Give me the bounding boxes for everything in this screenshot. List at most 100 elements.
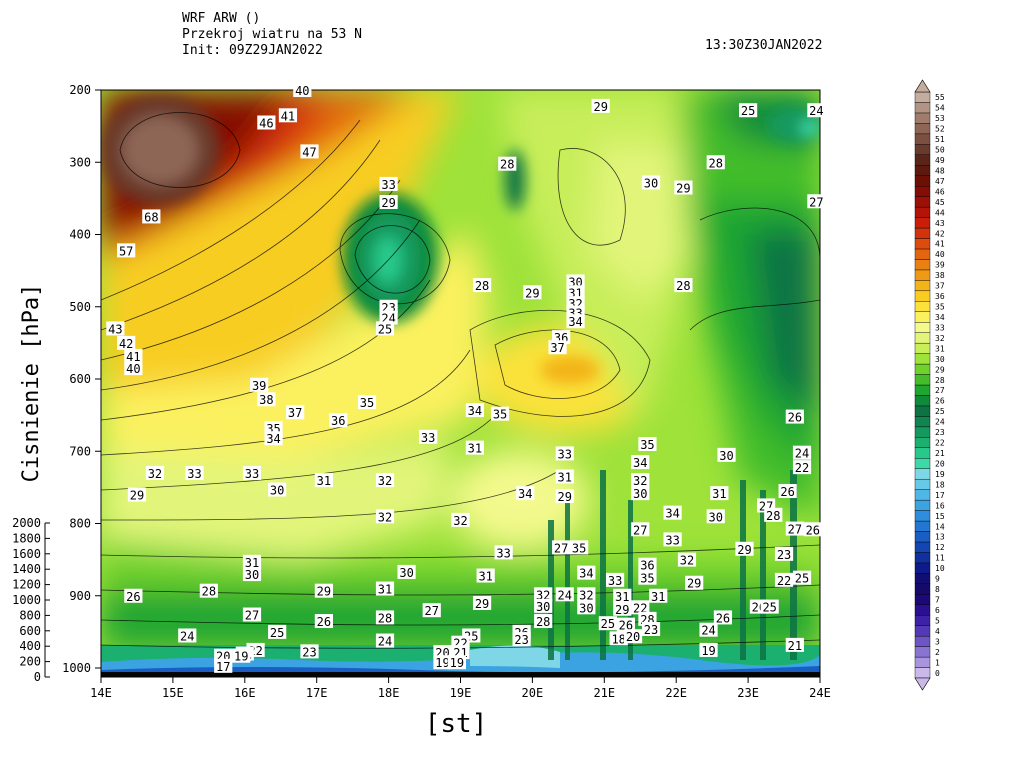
contour-label-box [214, 658, 233, 673]
colorbar-label: 48 [935, 166, 945, 175]
colorbar-swatch [914, 269, 931, 281]
contour-label-box [268, 624, 287, 639]
contour-label: 25 [762, 601, 776, 615]
colorbar-swatch [914, 552, 931, 564]
height-tick-label: 1000 [12, 593, 41, 607]
colorbar-label: 5 [935, 616, 940, 625]
contour-label: 27 [245, 609, 259, 623]
contour-label-box [778, 483, 797, 498]
contour-label: 35 [493, 408, 507, 422]
contour-label-box [117, 243, 136, 258]
valid-time: 13:30Z30JAN2022 [705, 38, 823, 53]
colorbar-swatch [914, 437, 931, 448]
contour-label-box [379, 310, 398, 325]
contour-label: 31 [245, 556, 259, 570]
colorbar-label: 29 [935, 365, 945, 374]
colorbar-label: 9 [935, 575, 940, 584]
contour-label: 29 [475, 597, 489, 611]
contour-label-box [375, 509, 395, 524]
colorbar-swatch [914, 165, 931, 176]
height-tick-label: 1600 [12, 547, 41, 561]
colorbar-label: 44 [935, 208, 945, 217]
contour-label: 42 [119, 337, 133, 351]
contour-label: 32 [378, 474, 392, 488]
contour-label: 26 [716, 611, 730, 625]
colorbar-label: 18 [935, 480, 945, 489]
contour-label: 43 [108, 322, 122, 336]
contour-label: 25 [270, 626, 284, 640]
contour-label-box [739, 103, 758, 118]
contour-label-box [472, 595, 492, 610]
contour-label: 31 [378, 583, 392, 597]
contour-label-box [422, 603, 441, 618]
contour-label-box [124, 348, 143, 363]
contour-label-box [663, 532, 682, 547]
colorbar-swatch [914, 646, 931, 658]
colorbar-swatch [914, 259, 931, 271]
contour-label-box [250, 377, 269, 392]
pressure-tick-label: 700 [69, 444, 91, 458]
contour-label-box [124, 588, 143, 603]
colorbar-label: 38 [935, 271, 945, 280]
contour-label-box [242, 465, 262, 480]
contour-label-box [717, 447, 736, 462]
colorbar-swatch [914, 133, 931, 145]
x-tick-label: 15E [162, 686, 184, 700]
contour-label: 33 [496, 546, 510, 560]
contour-label: 34 [665, 507, 679, 521]
contour-label: 46 [259, 117, 273, 131]
contour-label: 23 [302, 645, 316, 659]
colorbar-label: 36 [935, 292, 945, 301]
colorbar-label: 12 [935, 543, 945, 552]
contour-label: 24 [809, 104, 823, 118]
colorbar-label: 25 [935, 407, 945, 416]
colorbar-swatch [914, 185, 931, 197]
contour-label-box [566, 314, 585, 329]
colorbar-label: 14 [935, 522, 945, 531]
contour-label: 17 [216, 660, 230, 674]
colorbar-swatch [914, 311, 931, 323]
colorbar-swatch [914, 332, 931, 344]
contour-label-box [498, 156, 517, 171]
colorbar-label: 22 [935, 439, 945, 448]
contour-label: 40 [126, 362, 140, 376]
contour-label-box [555, 446, 574, 461]
contour-label-box [117, 335, 136, 350]
colorbar-swatch [914, 468, 931, 480]
colorbar-swatch [914, 426, 931, 438]
colorbar-swatch [914, 541, 931, 553]
colorbar-swatch [914, 175, 931, 187]
x-tick-label: 23E [737, 686, 759, 700]
colorbar-swatch [914, 112, 931, 124]
contour-label-box [807, 103, 826, 118]
contour-label: 34 [266, 432, 280, 446]
contour-label: 37 [288, 406, 302, 420]
colorbar-swatch [914, 520, 931, 532]
contour-label-box [465, 440, 484, 455]
height-tick-label: 1800 [12, 531, 41, 545]
x-tick-label: 18E [378, 686, 400, 700]
contour-label: 34 [468, 404, 482, 418]
colorbar-label: 1 [935, 658, 940, 667]
colorbar-label: 55 [935, 93, 945, 102]
cross-section-title: Przekroj wiatru na 53 N [182, 27, 363, 42]
contour-label-box [106, 321, 125, 336]
contour-label: 31 [558, 471, 572, 485]
colorbar-label: 17 [935, 491, 945, 500]
colorbar-label: 46 [935, 187, 945, 196]
colorbar-swatch [914, 290, 931, 302]
colorbar-label: 53 [935, 114, 945, 123]
contour-label-box [555, 587, 574, 602]
contour-label-box [534, 598, 553, 613]
contour-label: 41 [281, 109, 295, 123]
colorbar-swatch [914, 656, 931, 668]
colorbar-label: 54 [935, 104, 945, 113]
height-tick-label: 200 [19, 655, 41, 669]
contour-label: 28 [766, 509, 780, 523]
contour-label: 33 [558, 447, 572, 461]
pressure-tick-label: 1000 [62, 661, 91, 675]
contour-label-box [609, 631, 628, 646]
colorbar-label: 4 [935, 627, 940, 636]
colorbar-swatch [914, 342, 931, 354]
contour-label: 33 [608, 574, 622, 588]
